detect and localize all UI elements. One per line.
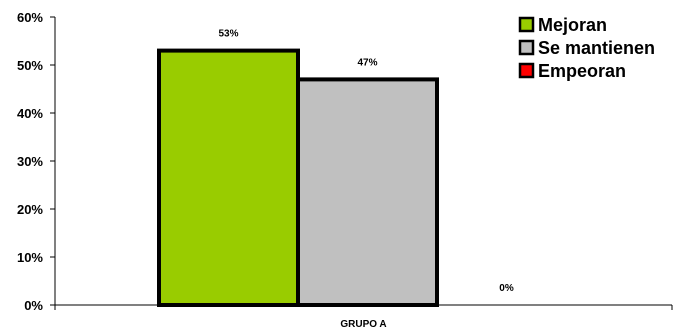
- data-label: 53%: [218, 29, 238, 40]
- legend-label: Mejoran: [538, 15, 607, 35]
- y-tick-label: 20%: [17, 202, 43, 217]
- y-tick-labels: 0% 10% 20% 30% 40% 50% 60%: [17, 10, 43, 313]
- legend-swatch: [518, 39, 535, 56]
- y-tick-label: 60%: [17, 10, 43, 25]
- y-tick-label: 50%: [17, 58, 43, 73]
- legend-swatch: [518, 16, 535, 33]
- y-tick-label: 40%: [17, 106, 43, 121]
- data-labels: 53% 47% 0%: [218, 29, 513, 294]
- y-tick-label: 30%: [17, 154, 43, 169]
- legend-label: Se mantienen: [538, 38, 655, 58]
- legend-swatch: [518, 62, 535, 79]
- data-label: 47%: [357, 57, 377, 68]
- category-label: GRUPO A: [340, 319, 386, 330]
- data-label: 0%: [499, 283, 514, 294]
- bar-mejoran: [157, 48, 300, 307]
- y-tick-label: 10%: [17, 250, 43, 265]
- legend: Mejoran Se mantienen Empeoran: [518, 15, 655, 81]
- category-labels: GRUPO A: [340, 319, 386, 330]
- bars: [157, 48, 439, 308]
- y-tick-label: 0%: [24, 298, 43, 313]
- bar-se-mantienen: [296, 77, 439, 308]
- legend-label: Empeoran: [538, 61, 626, 81]
